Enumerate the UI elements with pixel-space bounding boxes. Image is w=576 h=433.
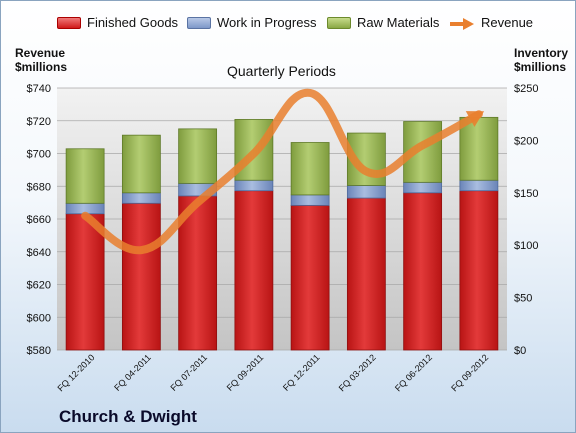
chart-subtitle: Quarterly Periods: [227, 63, 336, 79]
x-tick-label: FQ 12-2010: [56, 352, 97, 393]
bar-work-in-progress: [459, 179, 499, 192]
right-axis-title-line1: Inventory: [514, 46, 569, 60]
revenue-arrowhead: [465, 111, 485, 127]
legend-finished-goods: Finished Goods: [57, 15, 178, 30]
legend-raw-materials-label: Raw Materials: [357, 15, 440, 30]
bar-finished-goods: [234, 190, 274, 351]
bar-raw-materials: [65, 148, 105, 204]
bar-raw-materials: [178, 128, 218, 184]
bar-finished-goods: [403, 192, 443, 351]
legend: Finished Goods Work in Progress Raw Mate…: [1, 15, 575, 35]
left-axis-title-line2: $millions: [15, 60, 68, 74]
left-tick-label: $640: [27, 247, 51, 259]
right-tick-label: $100: [514, 240, 538, 252]
legend-revenue-label: Revenue: [481, 15, 534, 30]
bar-work-in-progress: [290, 194, 330, 206]
raw-materials-swatch: [327, 16, 351, 29]
left-tick-label: $660: [27, 214, 51, 226]
legend-raw-materials: Raw Materials: [327, 15, 439, 30]
left-axis-title: Revenue $millions: [15, 46, 67, 74]
bar-finished-goods: [459, 190, 499, 351]
right-tick-label: $0: [514, 345, 526, 357]
bar-finished-goods: [178, 195, 218, 351]
bar-raw-materials: [290, 142, 330, 196]
bar-work-in-progress: [403, 181, 443, 194]
bar-work-in-progress: [121, 192, 161, 204]
left-tick-label: $720: [27, 116, 51, 128]
left-tick-label: $680: [27, 181, 51, 193]
right-tick-label: $200: [514, 135, 538, 147]
bar-work-in-progress: [346, 185, 386, 199]
right-axis-title-line2: $millions: [514, 60, 567, 74]
bar-finished-goods: [121, 202, 161, 351]
legend-finished-goods-label: Finished Goods: [87, 15, 179, 30]
bar-finished-goods: [346, 197, 386, 351]
left-tick-label: $620: [27, 280, 51, 292]
right-axis-title: Inventory $millions: [514, 46, 568, 74]
bar-work-in-progress: [234, 179, 274, 192]
left-tick-label: $740: [27, 83, 51, 95]
right-tick-label: $250: [514, 83, 538, 95]
company-name: Church & Dwight: [59, 407, 197, 426]
revenue-line: [81, 88, 483, 255]
x-tick-label: FQ 03-2012: [337, 352, 378, 393]
wip-swatch: [187, 16, 211, 29]
bar-finished-goods: [290, 204, 330, 351]
bar-finished-goods: [65, 213, 105, 351]
left-tick-label: $700: [27, 149, 51, 161]
x-tick-label: FQ 06-2012: [393, 352, 434, 393]
revenue-swatch: [449, 17, 475, 30]
legend-wip-label: Work in Progress: [217, 15, 317, 30]
left-tick-label: $580: [27, 345, 51, 357]
finished-goods-swatch: [57, 16, 81, 29]
legend-wip: Work in Progress: [187, 15, 316, 30]
bar-raw-materials: [121, 134, 161, 194]
legend-revenue: Revenue: [449, 15, 533, 30]
x-tick-label: FQ 12-2011: [281, 352, 322, 393]
x-tick-label: FQ 09-2011: [225, 352, 266, 393]
right-tick-label: $50: [514, 293, 532, 305]
left-tick-label: $600: [27, 312, 51, 324]
left-axis-title-line1: Revenue: [15, 46, 66, 60]
x-tick-label: FQ 04-2011: [112, 352, 153, 393]
x-tick-label: FQ 09-2012: [449, 352, 490, 393]
right-tick-label: $150: [514, 188, 538, 200]
x-tick-label: FQ 07-2011: [168, 352, 209, 393]
bar-raw-materials: [459, 116, 499, 181]
